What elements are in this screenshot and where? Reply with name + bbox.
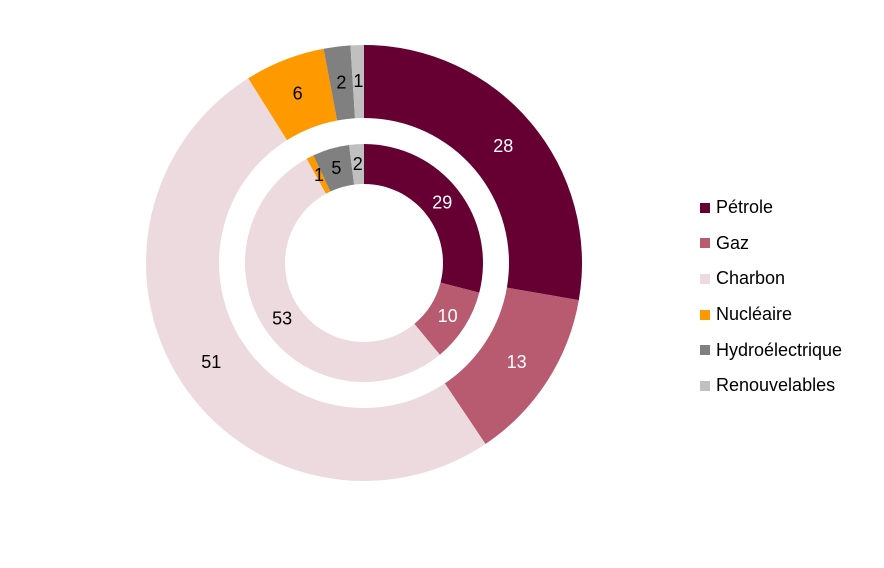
legend-item-hydroelectrique: Hydroélectrique [700, 332, 842, 368]
legend: Pétrole Gaz Charbon Nucléaire Hydroélect… [700, 190, 842, 404]
inner-label-gaz: 10 [438, 306, 458, 326]
outer-label-renouvelables: 1 [353, 71, 363, 91]
inner-slice-charbon [245, 158, 440, 382]
inner-label-nucleaire: 1 [314, 165, 324, 185]
inner-slice-renouvelables [349, 144, 364, 185]
outer-label-hydroelectrique: 2 [336, 72, 346, 92]
outer-slice-hydroelectrique [323, 45, 355, 121]
legend-swatch [700, 380, 710, 391]
inner-slice-hydroelectrique [313, 144, 355, 192]
inner-label-renouvelables: 2 [353, 154, 363, 174]
legend-label: Nucléaire [716, 304, 793, 325]
outer-slice-nucleaire [248, 48, 338, 141]
inner-label-hydroelectrique: 5 [331, 158, 341, 178]
inner-slice-nucleaire [306, 155, 331, 194]
legend-item-petrole: Pétrole [700, 190, 842, 226]
legend-swatch [700, 238, 710, 249]
legend-item-renouvelables: Renouvelables [700, 368, 842, 404]
inner-label-charbon: 53 [272, 309, 292, 329]
legend-label: Charbon [716, 268, 786, 289]
outer-slice-gaz [444, 287, 579, 445]
legend-label: Hydroélectrique [716, 339, 843, 360]
legend-item-nucleaire: Nucléaire [700, 297, 842, 333]
legend-label: Renouvelables [716, 375, 836, 396]
legend-item-gaz: Gaz [700, 226, 842, 262]
outer-label-petrole: 28 [493, 136, 513, 156]
legend-swatch [700, 273, 710, 284]
legend-swatch [700, 202, 710, 213]
outer-slice-renouvelables [350, 45, 364, 119]
legend-swatch [700, 309, 710, 320]
inner-label-petrole: 29 [432, 192, 452, 212]
outer-slice-petrole [364, 45, 582, 301]
outer-label-nucleaire: 6 [293, 84, 303, 104]
outer-label-charbon: 51 [201, 352, 221, 372]
outer-slice-charbon [146, 78, 486, 481]
legend-label: Pétrole [716, 197, 774, 218]
legend-label: Gaz [716, 232, 750, 253]
inner-slice-gaz [414, 282, 480, 355]
inner-slice-petrole [364, 144, 483, 293]
legend-swatch [700, 345, 710, 356]
legend-item-charbon: Charbon [700, 261, 842, 297]
outer-label-gaz: 13 [507, 352, 527, 372]
